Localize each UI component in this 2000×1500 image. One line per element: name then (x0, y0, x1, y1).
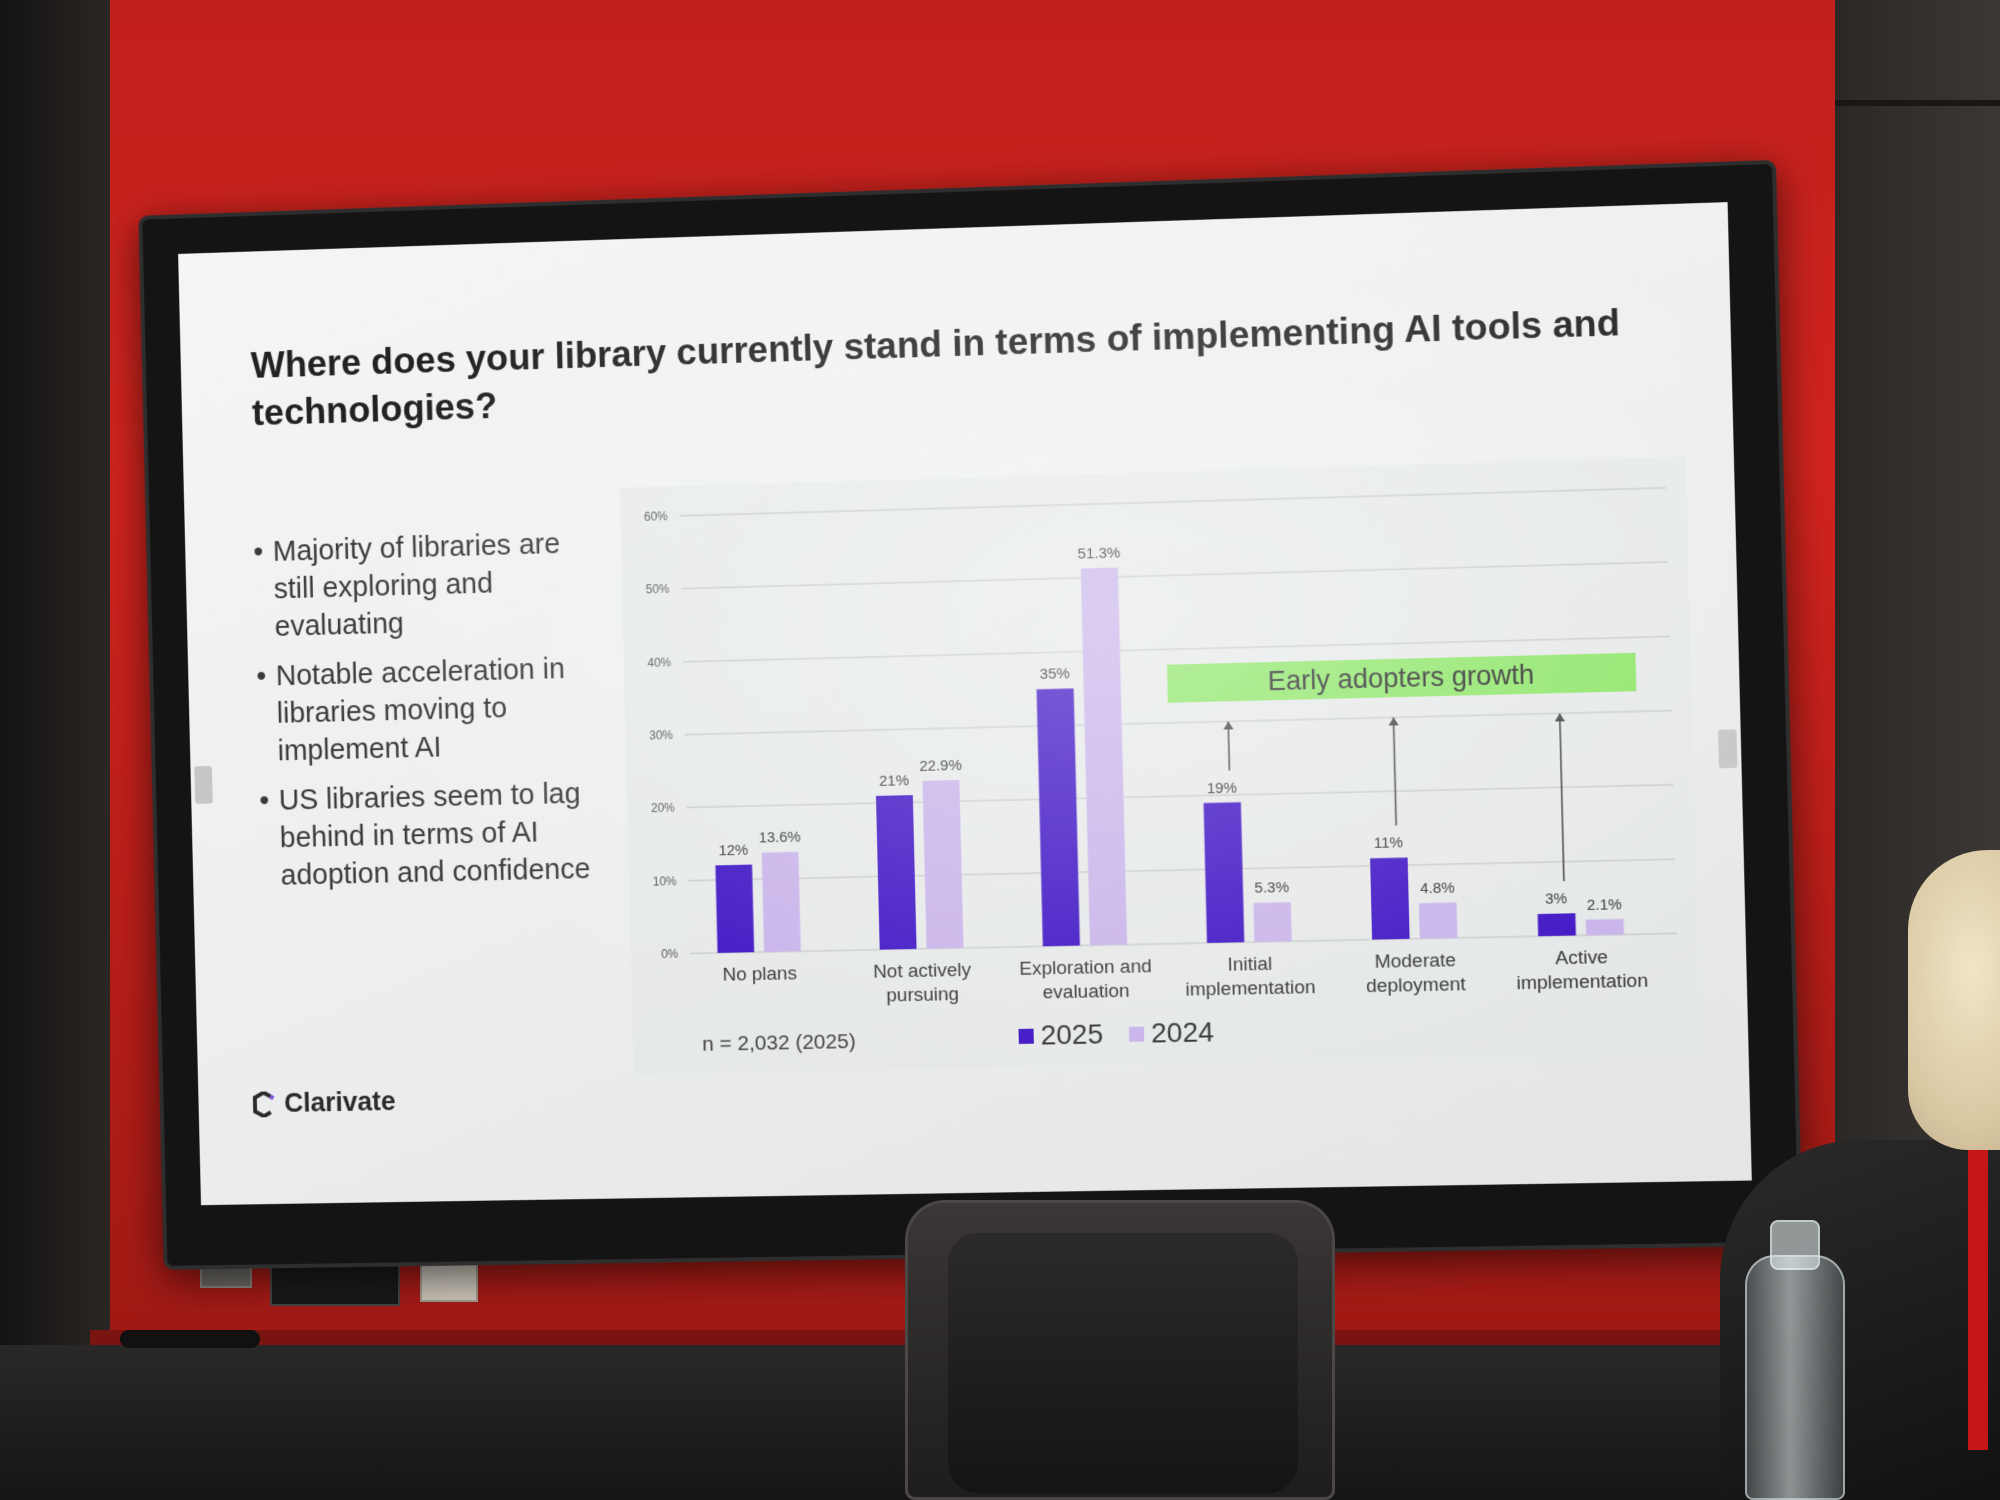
gridline (688, 859, 1675, 880)
data-label-2025: 21% (879, 773, 909, 790)
bar-2025 (715, 865, 754, 953)
legend-label-2025: 2025 (1040, 1018, 1103, 1050)
bar-2024 (1419, 902, 1457, 938)
x-category-label: implementation (1516, 969, 1648, 993)
growth-arrow-line (1560, 713, 1564, 881)
x-category-label: Initial (1227, 953, 1272, 975)
data-label-2025: 19% (1207, 780, 1238, 797)
chart-panel: 0% 10% 20% 30% 40% 50% 60% 12% 13.6% No plans 21% 2… (620, 457, 1701, 1074)
x-category-label: implementation (1185, 976, 1316, 1000)
bullet-item: Majority of libraries are still explorin… (253, 524, 608, 646)
growth-arrow-head (1555, 713, 1565, 721)
gridline (690, 933, 1677, 953)
tv-screen-frame: Where does your library currently stand … (138, 160, 1802, 1270)
x-category-label: Moderate (1374, 949, 1456, 972)
gridline (687, 785, 1674, 808)
bar-2025 (876, 795, 917, 950)
data-label-2025: 35% (1040, 666, 1070, 683)
bar-chart: 0% 10% 20% 30% 40% 50% 60% 12% 13.6% No plans 21% 2… (620, 457, 1701, 1074)
y-tick-label: 60% (644, 509, 668, 524)
x-category-label: No plans (722, 962, 797, 985)
growth-arrow-line (1394, 717, 1397, 825)
x-category-label: Active (1555, 946, 1608, 968)
y-tick-label: 40% (647, 655, 671, 670)
slide: Where does your library currently stand … (178, 202, 1752, 1205)
data-label-2025: 12% (718, 843, 748, 860)
bar-2024 (922, 780, 963, 949)
data-label-2024: 4.8% (1420, 880, 1455, 897)
growth-arrow-head (1388, 717, 1398, 725)
data-label-2024: 13.6% (758, 830, 801, 847)
bar-2024 (1081, 567, 1127, 945)
logo-text: Clarivate (284, 1086, 396, 1119)
clarivate-logo: Clarivate (251, 1086, 396, 1119)
data-label-2024: 51.3% (1077, 545, 1120, 562)
data-label-2024: 2.1% (1587, 897, 1622, 914)
bar-2025 (1204, 802, 1245, 943)
bar-2025 (1370, 858, 1410, 940)
data-label-2024: 5.3% (1254, 880, 1289, 897)
bullet-item: Notable acceleration in libraries moving… (256, 649, 611, 771)
growth-arrow-head (1223, 721, 1233, 729)
gridline (681, 562, 1667, 589)
y-tick-label: 50% (646, 582, 670, 597)
legend-label-2024: 2024 (1151, 1016, 1214, 1049)
data-label-2025: 3% (1545, 891, 1568, 908)
x-category-label: evaluation (1042, 980, 1129, 1003)
data-label-2025: 11% (1374, 835, 1404, 852)
chair-back (948, 1233, 1298, 1493)
y-tick-label: 10% (653, 874, 677, 889)
slide-prev-arrow[interactable] (194, 766, 212, 804)
legend-swatch-2025 (1018, 1029, 1033, 1044)
clarivate-logo-icon (251, 1091, 277, 1117)
legend-swatch-2024 (1129, 1027, 1144, 1042)
chart-footnote: n = 2,032 (2025) (702, 1030, 856, 1056)
gridline (680, 488, 1666, 516)
left-wall-panel (0, 0, 110, 1500)
data-label-2024: 22.9% (919, 758, 962, 775)
chair (905, 1200, 1335, 1500)
bar-2024 (1586, 919, 1624, 935)
y-tick-label: 30% (649, 728, 673, 743)
bullet-item: US libraries seem to lag behind in terms… (259, 774, 614, 895)
y-tick-label: 20% (651, 801, 675, 816)
x-category-label: pursuing (886, 983, 959, 1006)
y-tick-label: 0% (661, 947, 679, 961)
bar-2024 (762, 852, 801, 952)
person-hair (1908, 850, 2000, 1150)
gridline (685, 711, 1672, 735)
slide-next-arrow[interactable] (1718, 729, 1737, 768)
glass-bottle (1745, 1255, 1845, 1500)
bar-2025 (1037, 688, 1080, 946)
lanyard (1968, 1150, 1988, 1450)
right-wall-trim (1835, 100, 2000, 106)
x-category-label: Not actively (873, 959, 972, 982)
bullet-list: Majority of libraries are still explorin… (253, 524, 615, 907)
bar-2024 (1253, 902, 1291, 942)
slide-title: Where does your library currently stand … (250, 297, 1691, 437)
x-category-label: Exploration and (1019, 955, 1152, 979)
cable (120, 1330, 260, 1348)
x-category-label: deployment (1366, 973, 1467, 996)
bar-2025 (1538, 913, 1576, 936)
